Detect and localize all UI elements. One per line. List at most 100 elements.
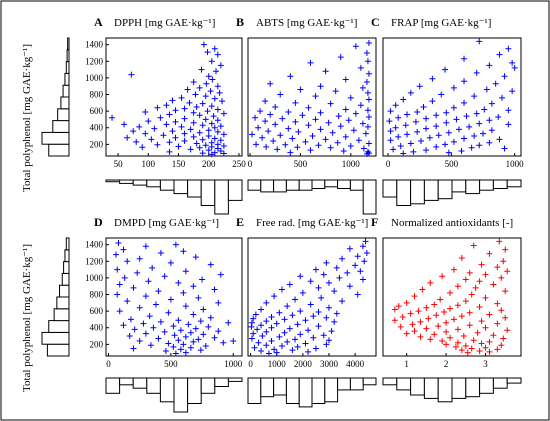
data-point	[342, 106, 349, 113]
panel-letter: C	[371, 15, 380, 29]
data-point	[211, 45, 218, 52]
histogram-bar	[260, 179, 275, 193]
data-point	[214, 106, 221, 113]
data-point	[315, 323, 322, 330]
histogram-bar	[56, 296, 70, 310]
histogram-bar	[48, 143, 70, 157]
data-point	[172, 241, 179, 248]
data-point	[433, 123, 440, 130]
x-tick-label: 500	[164, 359, 178, 369]
data-point	[395, 303, 402, 310]
data-point	[331, 318, 338, 325]
data-point	[461, 135, 468, 142]
x-tick-label: 0	[248, 359, 253, 369]
data-point	[150, 324, 157, 331]
data-point	[317, 83, 324, 90]
histogram-bar	[423, 377, 439, 399]
data-point	[458, 254, 465, 261]
data-point	[357, 268, 364, 275]
data-point	[248, 319, 255, 326]
data-point	[362, 130, 369, 137]
plot-frame	[247, 37, 377, 157]
data-point	[414, 128, 421, 135]
data-point	[252, 114, 259, 121]
data-point	[387, 128, 394, 135]
data-point	[136, 304, 143, 311]
data-point	[478, 318, 485, 325]
histogram-bar	[324, 179, 339, 188]
data-point	[447, 305, 454, 312]
histogram-bar	[298, 179, 313, 191]
data-point	[289, 135, 296, 142]
data-point	[274, 146, 281, 153]
data-point	[334, 139, 341, 146]
data-point	[443, 319, 450, 326]
data-point	[361, 258, 368, 265]
histogram-bar	[105, 377, 121, 394]
data-point	[270, 138, 277, 145]
data-point	[359, 243, 366, 250]
data-point	[429, 98, 436, 105]
data-point	[315, 284, 322, 291]
data-point	[142, 293, 149, 300]
data-point	[202, 142, 209, 149]
data-point	[294, 144, 301, 151]
data-point	[391, 306, 398, 313]
data-point	[272, 121, 279, 128]
data-point	[279, 115, 286, 122]
data-point	[305, 348, 312, 355]
histogram-bar	[410, 179, 425, 205]
histogram-bar	[66, 49, 70, 63]
data-point	[423, 304, 430, 311]
data-point	[272, 103, 279, 110]
data-point	[136, 255, 143, 262]
data-point	[431, 331, 438, 338]
data-point	[312, 93, 319, 100]
data-point	[433, 312, 440, 319]
data-point	[295, 128, 302, 135]
data-point	[363, 79, 370, 86]
x-tick-label: 100	[142, 159, 156, 169]
data-point	[486, 62, 493, 69]
data-point	[124, 134, 131, 141]
data-point	[114, 266, 121, 273]
data-point	[208, 151, 215, 158]
histogram-bar	[46, 343, 70, 357]
data-point	[435, 132, 442, 139]
data-point	[259, 134, 266, 141]
data-point	[352, 110, 359, 117]
data-point	[145, 118, 152, 125]
data-point	[273, 320, 280, 327]
data-point	[438, 91, 445, 98]
data-point	[363, 150, 370, 157]
data-point	[445, 129, 452, 136]
data-point	[468, 291, 475, 298]
data-point	[502, 314, 509, 321]
data-point	[339, 255, 346, 262]
data-point	[220, 143, 227, 150]
data-point	[162, 348, 169, 355]
histogram-bar	[465, 377, 481, 398]
histogram-bar	[396, 377, 412, 391]
y-tick-label: 1000	[85, 73, 104, 83]
data-point	[310, 313, 317, 320]
data-point	[400, 96, 407, 103]
data-point	[263, 328, 270, 335]
data-point	[175, 337, 182, 344]
data-point	[322, 136, 329, 143]
data-point	[214, 51, 221, 58]
data-point	[178, 94, 185, 101]
data-point	[211, 286, 218, 293]
data-point	[423, 147, 430, 154]
data-point	[187, 329, 194, 336]
data-point	[281, 316, 288, 323]
y-tick-label: 400	[90, 123, 104, 133]
data-point	[494, 264, 501, 271]
plot-frame	[105, 37, 243, 157]
histogram-bar	[159, 377, 175, 403]
histogram-bar	[173, 377, 189, 413]
plot-frame	[382, 37, 522, 157]
data-point	[433, 143, 440, 150]
data-point	[505, 45, 512, 52]
data-point	[204, 49, 211, 56]
